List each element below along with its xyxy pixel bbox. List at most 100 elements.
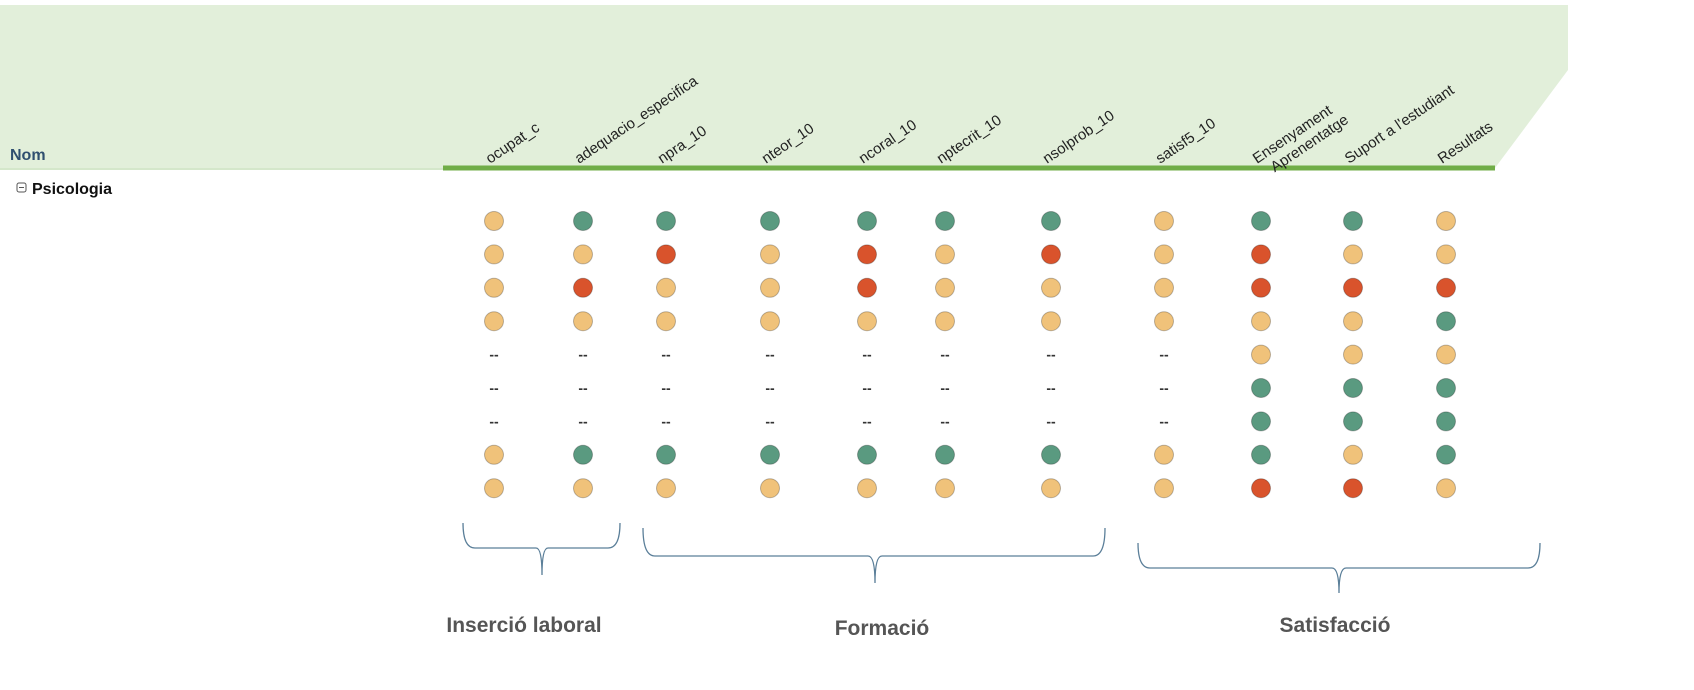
status-dot: [857, 244, 877, 265]
status-dot: [484, 277, 504, 298]
status-dot: [935, 244, 955, 265]
empty-cell: --: [940, 380, 950, 396]
empty-cell: --: [578, 347, 588, 363]
status-dot: [760, 311, 780, 332]
status-dot: [1041, 478, 1061, 499]
empty-cell: --: [765, 380, 775, 396]
brace: [462, 522, 621, 576]
empty-cell: --: [489, 413, 499, 429]
status-dot: [1041, 277, 1061, 298]
status-dot: [857, 478, 877, 499]
status-dot: [1251, 478, 1271, 499]
status-dot: [1251, 378, 1271, 398]
status-dot: [1343, 211, 1363, 231]
status-dot: [1041, 211, 1061, 231]
status-dot: [760, 211, 780, 231]
status-dot: [1154, 277, 1174, 298]
status-dot: [1251, 311, 1271, 332]
status-dot: [1041, 311, 1061, 332]
status-dot: [1436, 244, 1456, 265]
status-dot: [935, 311, 955, 332]
empty-cell: --: [1046, 347, 1056, 363]
status-dot: [1343, 378, 1363, 398]
status-dot: [1436, 378, 1456, 398]
empty-cell: --: [489, 380, 499, 396]
status-dot: [573, 244, 593, 265]
status-dot: [760, 444, 780, 465]
group-row-label: Psicologia: [32, 181, 112, 198]
status-dot: [1041, 244, 1061, 265]
status-dot: [1154, 478, 1174, 499]
status-dot: [573, 478, 593, 499]
status-dot: [656, 444, 676, 465]
status-dot: [1251, 277, 1271, 298]
empty-cell: --: [765, 413, 775, 429]
empty-cell: --: [661, 347, 671, 363]
status-dot: [1251, 444, 1271, 465]
status-dot: [857, 277, 877, 298]
status-dot: [1436, 211, 1456, 231]
status-dot: [484, 478, 504, 499]
empty-cell: --: [1159, 380, 1169, 396]
empty-cell: --: [578, 413, 588, 429]
group-label: Formació: [835, 617, 930, 640]
empty-cell: --: [1046, 413, 1056, 429]
empty-cell: --: [1159, 347, 1169, 363]
status-dot: [1436, 311, 1456, 332]
status-dot: [1154, 311, 1174, 332]
empty-cell: --: [1046, 380, 1056, 396]
status-dot: [857, 311, 877, 332]
status-dot: [1154, 244, 1174, 265]
status-dot: [1436, 411, 1456, 432]
status-dot: [1251, 411, 1271, 432]
status-dot: [656, 277, 676, 298]
status-dot: [484, 311, 504, 332]
status-dot: [760, 277, 780, 298]
braces: [462, 522, 1541, 594]
status-dot: [656, 211, 676, 231]
name-label: Nom: [10, 147, 46, 164]
empty-cell: --: [940, 347, 950, 363]
status-dot: [857, 211, 877, 231]
status-dot: [760, 244, 780, 265]
status-dot: [1041, 444, 1061, 465]
status-dot: [1436, 478, 1456, 499]
status-dot: [484, 211, 504, 231]
status-dot: [935, 444, 955, 465]
group-label: Inserció laboral: [446, 614, 601, 637]
collapse-icon[interactable]: [16, 182, 27, 193]
status-dot: [935, 211, 955, 231]
status-dot: [935, 478, 955, 499]
status-dot: [1251, 244, 1271, 265]
empty-cell: --: [661, 413, 671, 429]
status-dot: [573, 211, 593, 231]
status-dot: [1154, 444, 1174, 465]
status-dot: [656, 244, 676, 265]
status-dot: [1251, 344, 1271, 365]
empty-cell: --: [1159, 413, 1169, 429]
empty-cell: --: [862, 380, 872, 396]
status-dot: [1343, 344, 1363, 365]
status-dot: [484, 244, 504, 265]
status-dot: [1251, 211, 1271, 231]
empty-cell: --: [578, 380, 588, 396]
status-dot: [573, 311, 593, 332]
brace: [642, 527, 1106, 584]
status-dot: [857, 444, 877, 465]
empty-cell: --: [661, 380, 671, 396]
status-dot: [1436, 344, 1456, 365]
status-dot: [1343, 411, 1363, 432]
empty-cell: --: [862, 347, 872, 363]
empty-cell: --: [489, 347, 499, 363]
status-dot: [656, 478, 676, 499]
status-dot: [484, 444, 504, 465]
status-dot: [1343, 277, 1363, 298]
status-dot: [656, 311, 676, 332]
status-dot: [760, 478, 780, 499]
status-dot: [1436, 277, 1456, 298]
empty-cell: --: [765, 347, 775, 363]
brace: [1137, 542, 1541, 594]
status-dot: [1343, 244, 1363, 265]
status-dot: [935, 277, 955, 298]
